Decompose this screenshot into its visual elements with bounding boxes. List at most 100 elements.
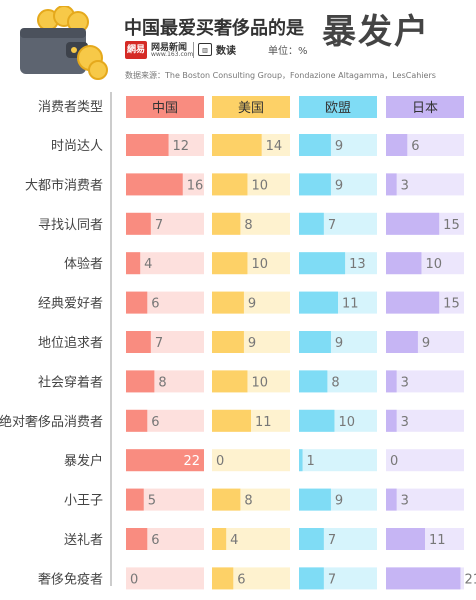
data-label: 3 <box>401 494 409 509</box>
data-label: 7 <box>328 218 336 233</box>
data-label: 7 <box>155 218 163 233</box>
bar <box>299 449 303 472</box>
data-label: 10 <box>425 257 442 272</box>
column-header-label: 美国 <box>238 101 264 116</box>
chart-title-emphasis: 暴发户 <box>322 12 430 52</box>
category-label: 地位追求者 <box>38 335 103 351</box>
bar <box>212 567 234 590</box>
data-label: 9 <box>335 494 343 509</box>
data-label: 4 <box>144 257 152 272</box>
bar-track <box>126 488 204 511</box>
bar <box>212 488 241 511</box>
data-label: 9 <box>335 336 343 351</box>
data-label: 9 <box>335 139 343 154</box>
data-label: 13 <box>349 257 366 272</box>
data-label: 11 <box>342 297 359 312</box>
data-label: 8 <box>244 494 252 509</box>
data-label: 5 <box>148 494 156 509</box>
data-label: 12 <box>173 139 190 154</box>
column-header-bg <box>212 96 290 118</box>
data-label: 8 <box>331 375 339 390</box>
data-label: 6 <box>151 297 159 312</box>
row-header-label: 消费者类型 <box>38 100 103 115</box>
bar <box>299 173 331 196</box>
bar <box>386 173 397 196</box>
data-label: 11 <box>255 415 272 430</box>
category-label: 寻找认同者 <box>38 218 103 233</box>
bar <box>126 528 148 550</box>
bar <box>386 488 397 511</box>
data-label: 0 <box>390 454 398 469</box>
brand-url: www.163.com <box>151 51 194 58</box>
data-source: 数据来源：The Boston Consulting Group，Fondazi… <box>125 71 436 80</box>
data-label: 9 <box>422 336 430 351</box>
bar <box>386 567 461 590</box>
bar-track <box>386 449 464 472</box>
data-label: 7 <box>328 533 336 548</box>
category-label: 大都市消费者 <box>25 177 103 193</box>
data-label: 21 <box>464 572 476 587</box>
category-label: 小王子 <box>64 494 103 509</box>
category-label: 暴发户 <box>64 453 103 469</box>
header: 中国最爱买奢侈品的是 暴发户 網易 网易新闻 www.163.com ▥ 数读 … <box>0 0 476 92</box>
bar-track <box>212 528 290 550</box>
bar <box>126 173 183 196</box>
bar <box>212 212 241 235</box>
data-label: 10 <box>338 415 355 430</box>
bar <box>299 252 346 275</box>
category-label: 时尚达人 <box>51 139 103 154</box>
data-label: 0 <box>216 454 224 469</box>
column-header-label: 中国 <box>152 101 178 116</box>
data-label: 10 <box>251 178 268 193</box>
brand-divider <box>193 42 194 58</box>
bar <box>212 134 262 156</box>
bar-track <box>386 370 464 393</box>
bar <box>212 528 227 550</box>
category-label: 绝对奢侈品消费者 <box>0 414 103 430</box>
bar <box>299 488 331 511</box>
bar <box>212 173 248 196</box>
data-label: 14 <box>266 139 283 154</box>
bar <box>386 370 397 393</box>
data-label: 8 <box>158 375 166 390</box>
data-label: 9 <box>248 336 256 351</box>
data-label: 1 <box>307 454 315 469</box>
chart-title: 中国最爱买奢侈品的是 <box>124 18 304 39</box>
bar <box>126 488 144 511</box>
bar <box>126 370 155 393</box>
bar-track <box>299 449 377 472</box>
bar <box>386 409 397 432</box>
bar <box>386 331 418 353</box>
bar <box>299 331 331 353</box>
bar-track <box>386 173 464 196</box>
unit-label: 单位：% <box>268 46 308 57</box>
data-label: 6 <box>411 139 419 154</box>
bar <box>126 409 148 432</box>
data-label: 6 <box>237 572 245 587</box>
bar <box>386 291 440 314</box>
bar <box>299 567 324 590</box>
bar <box>299 528 324 550</box>
shudu-label: 数读 <box>216 46 236 57</box>
bar <box>212 370 248 393</box>
bar <box>126 212 151 235</box>
bar <box>299 134 331 156</box>
bar <box>126 134 169 156</box>
bar <box>386 252 422 275</box>
bar <box>126 252 141 275</box>
wallet-icon <box>20 6 108 80</box>
bar <box>299 409 335 432</box>
bar <box>126 449 204 472</box>
data-label: 3 <box>401 415 409 430</box>
data-label: 6 <box>151 533 159 548</box>
bar-track <box>212 449 290 472</box>
brand-name: 网易新闻 <box>151 43 188 53</box>
column-header-bg <box>386 96 464 118</box>
data-label: 0 <box>130 572 138 587</box>
data-label: 16 <box>187 178 204 193</box>
category-label: 奢侈免疫者 <box>38 571 103 587</box>
bar-track <box>126 252 204 275</box>
bar-track <box>386 409 464 432</box>
data-label: 8 <box>244 218 252 233</box>
bar <box>299 370 328 393</box>
